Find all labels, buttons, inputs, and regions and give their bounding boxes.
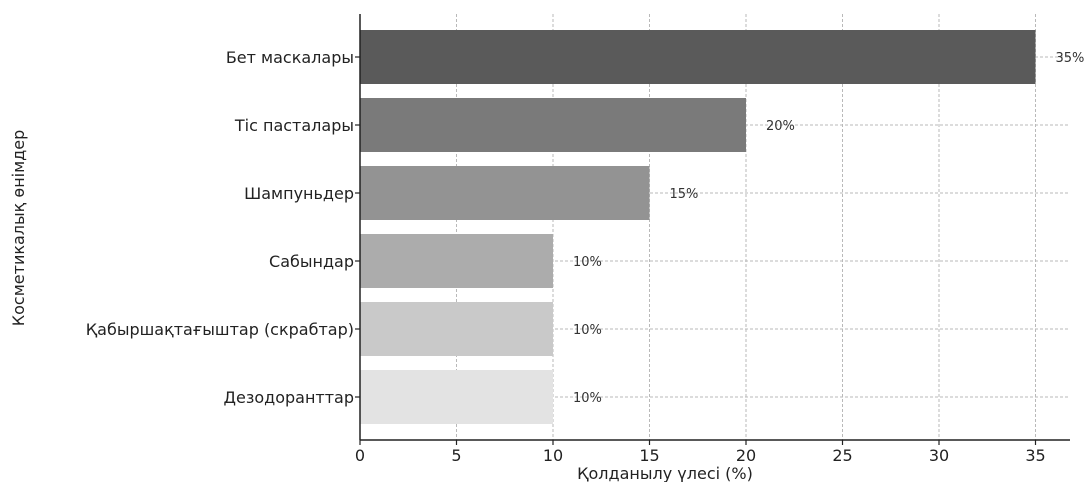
category-label-4: Қабыршақтағыштар (скрабтар): [86, 320, 354, 339]
data-label-0: 35%: [1056, 51, 1085, 66]
bar-2: [360, 166, 650, 220]
x-tick-label-3: 15: [639, 446, 659, 465]
data-label-1: 20%: [766, 119, 795, 134]
x-tick-label-7: 35: [1025, 446, 1045, 465]
bar-0: [360, 30, 1036, 84]
category-labels-group: Бет маскалары Тіс пасталары Шампуньдер Сабы…: [86, 48, 354, 407]
x-tick-label-4: 20: [736, 446, 756, 465]
x-tick-label-6: 30: [929, 446, 949, 465]
x-tick-label-2: 10: [543, 446, 563, 465]
category-label-0: Бет маскалары: [226, 48, 354, 67]
x-tick-label-0: 0: [355, 446, 365, 465]
y-axis-title: Косметикалық өнімдер: [9, 130, 28, 326]
data-labels-group: 35% 20% 15% 10% 10% 10%: [573, 51, 1084, 406]
x-tick-label-5: 25: [832, 446, 852, 465]
category-label-1: Тіс пасталары: [234, 116, 354, 135]
x-tick-label-1: 5: [451, 446, 461, 465]
x-axis-title: Қолданылу үлесі (%): [577, 464, 753, 482]
data-label-4: 10%: [573, 323, 602, 338]
x-tick-labels-group: 0 5 10 15 20 25 30 35: [355, 446, 1046, 465]
data-label-3: 10%: [573, 255, 602, 270]
bars-group: [360, 30, 1036, 424]
bar-3: [360, 234, 553, 288]
data-label-5: 10%: [573, 391, 602, 406]
bar-4: [360, 302, 553, 356]
data-label-2: 15%: [670, 187, 699, 202]
category-label-3: Сабындар: [269, 252, 354, 271]
category-label-5: Дезодоранттар: [223, 388, 354, 407]
axes-group: [355, 14, 1070, 445]
bar-5: [360, 370, 553, 424]
bar-1: [360, 98, 746, 152]
category-label-2: Шампуньдер: [244, 184, 354, 203]
